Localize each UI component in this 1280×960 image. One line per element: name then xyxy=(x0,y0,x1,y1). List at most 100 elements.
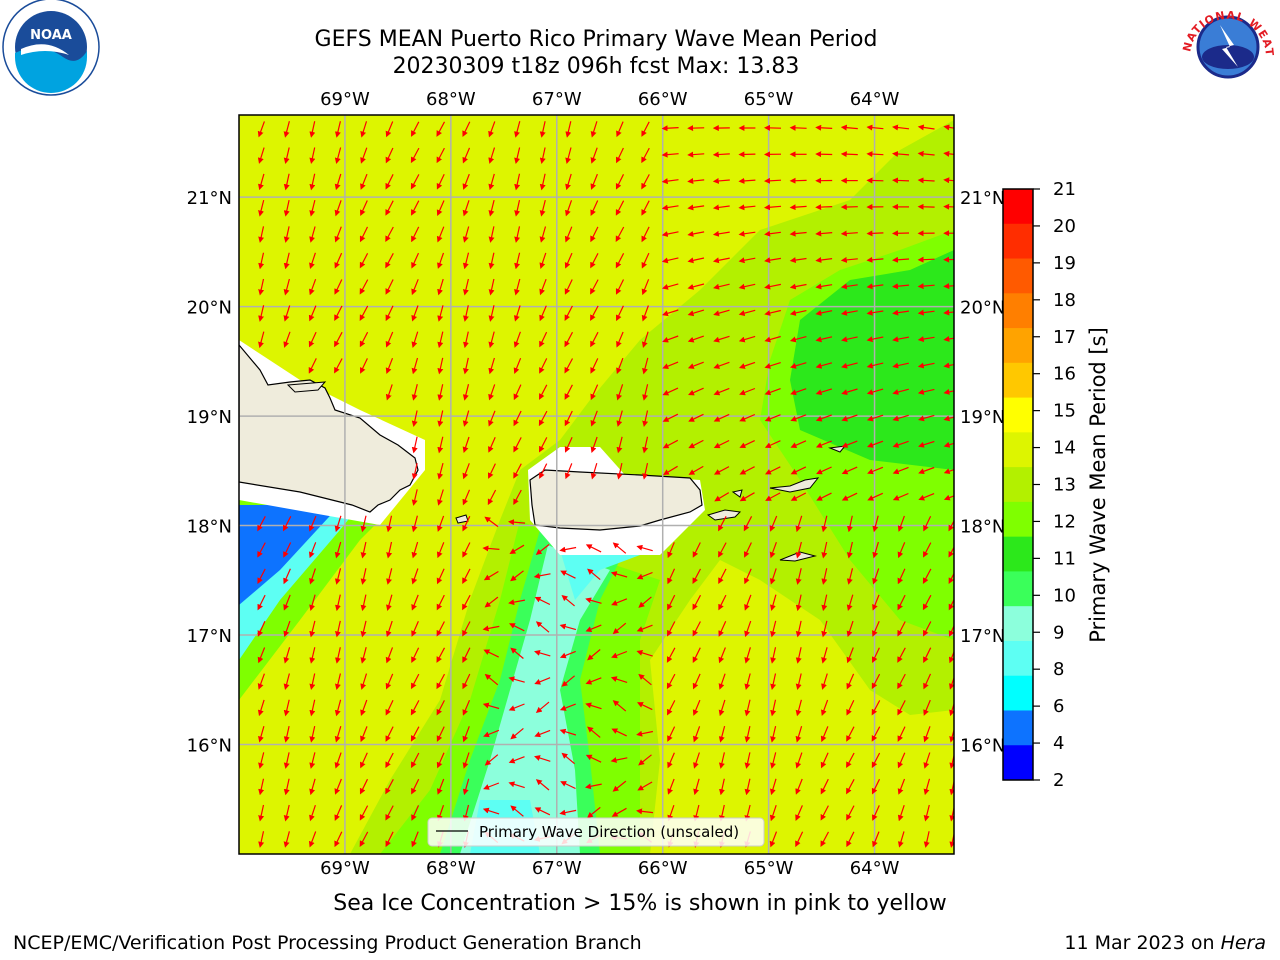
wave-direction-arrow xyxy=(334,226,342,243)
colorbar-segment xyxy=(1003,571,1033,607)
wave-direction-arrow xyxy=(590,279,599,295)
wave-direction-arrow xyxy=(795,647,802,664)
wave-direction-arrow xyxy=(897,647,906,663)
wave-direction-arrow xyxy=(943,336,954,342)
wave-direction-arrow xyxy=(718,699,726,717)
wave-direction-arrow xyxy=(411,621,419,637)
wave-direction-arrow xyxy=(437,462,444,480)
wave-direction-arrow xyxy=(713,466,730,475)
wave-direction-arrow xyxy=(789,124,807,131)
wave-direction-arrow xyxy=(309,252,316,270)
lon-tick-label: 69°W xyxy=(320,858,370,879)
wave-direction-arrow xyxy=(590,358,599,374)
wave-direction-arrow xyxy=(770,594,777,611)
wave-direction-arrow xyxy=(309,778,316,796)
colorbar-tick-label: 15 xyxy=(1053,401,1076,422)
wave-direction-arrow xyxy=(612,622,627,635)
wave-direction-arrow xyxy=(587,726,601,738)
wave-direction-arrow xyxy=(462,621,471,637)
wave-direction-arrow xyxy=(615,200,625,216)
wave-direction-arrow xyxy=(764,283,782,290)
wave-direction-arrow xyxy=(815,336,833,343)
wave-direction-arrow xyxy=(923,647,932,663)
wave-direction-arrow xyxy=(713,335,730,343)
wave-direction-arrow xyxy=(283,620,291,638)
wave-direction-arrow xyxy=(641,305,649,322)
wave-direction-arrow xyxy=(488,199,495,217)
wave-direction-arrow xyxy=(360,620,367,638)
wave-direction-arrow xyxy=(636,808,654,815)
wave-direction-arrow xyxy=(590,331,599,348)
wave-direction-arrow xyxy=(687,230,705,237)
wave-direction-arrow xyxy=(719,778,725,796)
wave-direction-arrow xyxy=(764,388,781,396)
wave-direction-arrow xyxy=(513,489,522,506)
land-anegada xyxy=(828,445,847,453)
wave-direction-arrow xyxy=(508,676,525,683)
wave-direction-arrow xyxy=(258,199,265,217)
wave-direction-arrow xyxy=(846,620,854,638)
wave-direction-arrow xyxy=(359,253,369,269)
wave-direction-arrow xyxy=(790,466,807,475)
wave-direction-arrow xyxy=(897,542,906,559)
wave-direction-arrow xyxy=(534,596,551,606)
wave-direction-arrow xyxy=(437,410,444,428)
wave-direction-arrow xyxy=(769,568,777,585)
wave-direction-arrow xyxy=(283,542,292,558)
wave-direction-arrow xyxy=(897,673,906,690)
wave-direction-arrow xyxy=(385,779,394,795)
lat-tick-label: 20°N xyxy=(960,298,1005,319)
wave-direction-arrow xyxy=(462,647,471,663)
wave-direction-arrow xyxy=(917,309,935,316)
wave-direction-arrow xyxy=(334,252,343,269)
lat-tick-label: 18°N xyxy=(187,517,232,538)
wave-direction-arrow xyxy=(789,230,807,237)
wave-direction-arrow xyxy=(462,173,470,190)
wave-direction-arrow xyxy=(744,647,751,664)
wave-direction-arrow xyxy=(615,279,625,295)
wave-direction-arrow xyxy=(846,779,855,795)
wave-direction-arrow xyxy=(534,807,551,816)
wave-direction-arrow xyxy=(744,594,752,611)
wave-direction-arrow xyxy=(846,831,855,848)
wave-direction-arrow xyxy=(513,437,522,453)
wave-direction-arrow xyxy=(283,331,291,348)
wave-direction-arrow xyxy=(917,283,935,290)
wave-direction-arrow xyxy=(789,283,807,290)
wave-direction-arrow xyxy=(949,727,954,743)
wave-direction-arrow xyxy=(897,752,906,769)
wave-direction-arrow xyxy=(436,700,445,716)
wave-direction-arrow xyxy=(820,831,830,847)
wave-direction-arrow xyxy=(283,252,290,270)
wave-direction-arrow xyxy=(846,700,855,716)
wave-direction-arrow xyxy=(917,256,935,263)
wave-direction-arrow xyxy=(713,439,730,449)
wave-direction-arrow xyxy=(257,699,265,717)
wave-direction-arrow xyxy=(462,699,471,716)
wave-direction-arrow xyxy=(790,362,807,369)
wave-direction-arrow xyxy=(667,752,675,769)
wave-direction-arrow xyxy=(841,440,858,448)
wave-direction-arrow xyxy=(585,754,602,763)
wave-direction-arrow xyxy=(841,492,858,501)
wave-direction-arrow xyxy=(308,831,317,848)
wave-direction-arrow xyxy=(846,805,855,821)
wave-direction-arrow xyxy=(586,806,601,819)
wave-direction-arrow xyxy=(872,515,879,533)
wave-direction-arrow xyxy=(820,805,829,821)
wave-direction-arrow xyxy=(565,147,572,165)
wave-direction-arrow xyxy=(738,177,756,184)
wave-direction-arrow xyxy=(283,121,290,138)
wave-direction-arrow xyxy=(257,147,265,164)
wave-direction-arrow xyxy=(411,279,419,296)
wave-direction-arrow xyxy=(539,384,548,400)
colorbar-tick-label: 6 xyxy=(1053,696,1064,717)
wave-direction-arrow xyxy=(258,226,265,243)
wave-direction-arrow xyxy=(488,173,495,191)
wave-direction-arrow xyxy=(539,147,546,165)
wave-direction-arrow xyxy=(764,440,781,448)
wave-direction-arrow xyxy=(770,699,777,717)
wave-direction-arrow xyxy=(719,804,725,822)
wave-direction-arrow xyxy=(437,515,445,532)
wave-direction-arrow xyxy=(359,778,369,795)
